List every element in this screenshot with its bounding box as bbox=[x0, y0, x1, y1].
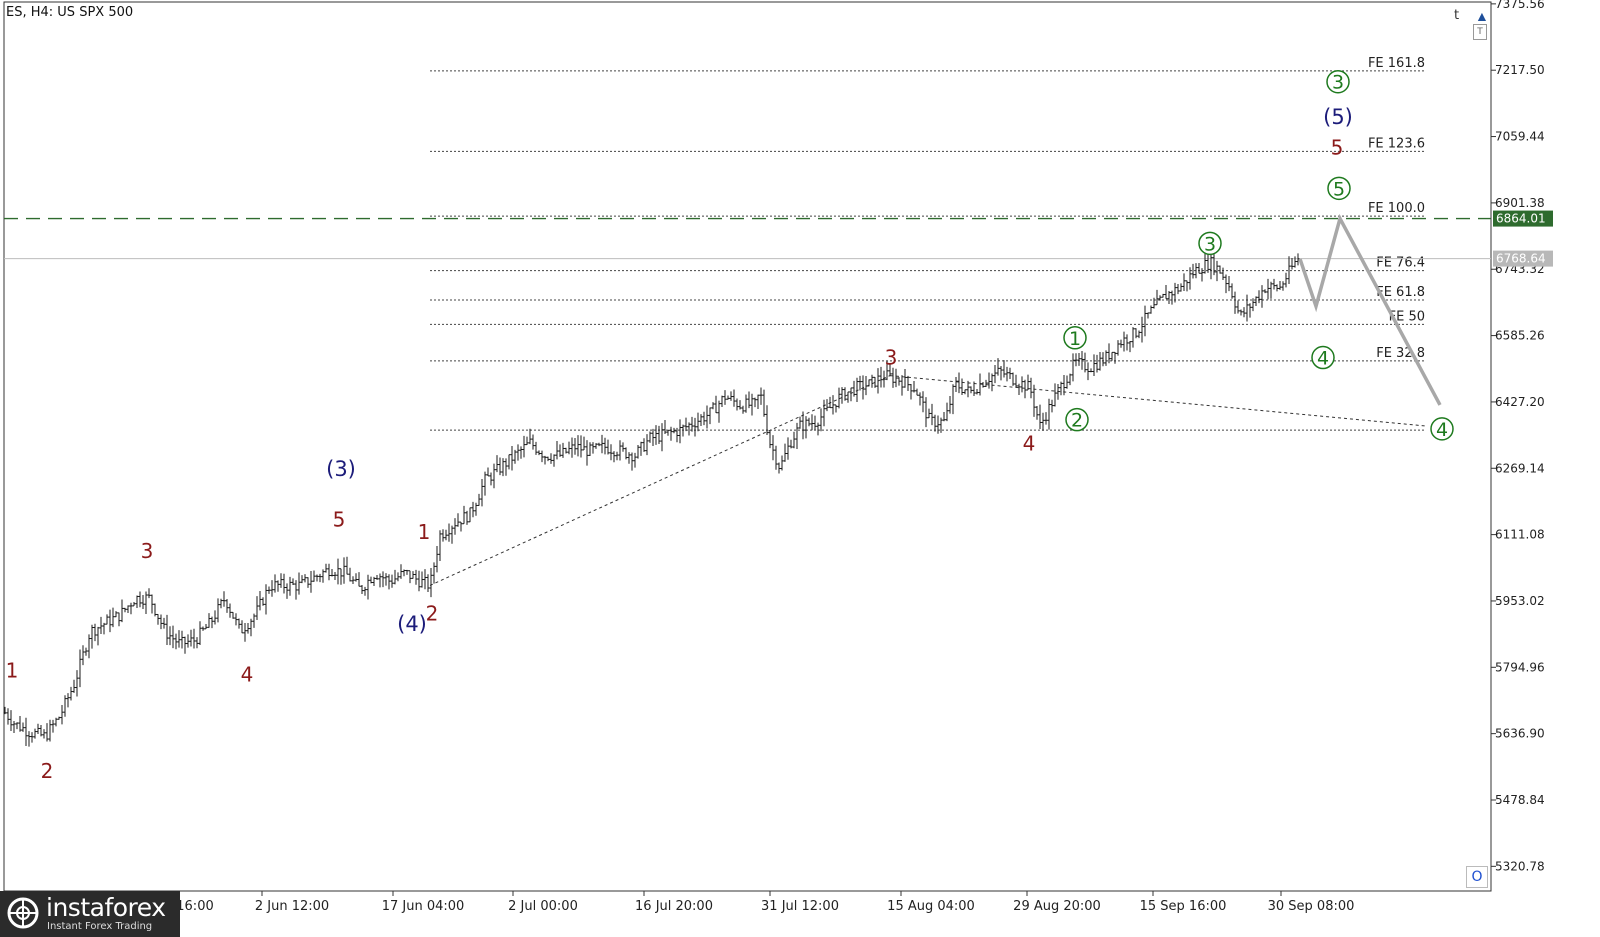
price-tick-label: 5636.90 bbox=[1495, 727, 1545, 741]
trade-flag-icon[interactable]: T bbox=[1473, 24, 1487, 40]
time-tick-label: 2 Jul 00:00 bbox=[508, 899, 578, 914]
price-tick-label: 6427.20 bbox=[1495, 395, 1545, 409]
logo-brand: instaforex bbox=[46, 893, 166, 922]
wave-label: 3 bbox=[1204, 233, 1216, 255]
price-tick-label: 6901.38 bbox=[1495, 196, 1545, 210]
wave-label: (4) bbox=[397, 612, 427, 636]
wave-label-circle bbox=[1065, 407, 1089, 432]
wave-label: 1 bbox=[418, 520, 431, 544]
price-tick-label: 5953.02 bbox=[1495, 594, 1545, 608]
time-tick-label: 16 Jul 20:00 bbox=[635, 899, 713, 914]
objects-button[interactable]: O bbox=[1466, 866, 1488, 888]
wave-channel-line bbox=[429, 375, 891, 586]
wave-label: 3 bbox=[141, 539, 154, 563]
fib-level-label: FE 76.4 bbox=[1376, 256, 1425, 271]
price-tick-label: 7059.44 bbox=[1495, 130, 1545, 144]
wave-label-circle bbox=[1430, 417, 1454, 441]
fib-level-label: FE 61.8 bbox=[1376, 285, 1425, 300]
wave-label: 5 bbox=[1331, 135, 1344, 159]
wave-label-circle bbox=[1326, 69, 1350, 94]
price-tick-label: 6269.14 bbox=[1495, 461, 1545, 475]
wave-channel-line bbox=[889, 375, 1426, 427]
price-tick-label: 6585.26 bbox=[1495, 329, 1545, 343]
fib-level-label: FE 123.6 bbox=[1368, 136, 1425, 151]
fib-level-label: FE 32.8 bbox=[1376, 346, 1425, 361]
globe-icon bbox=[7, 897, 39, 929]
price-tick-label: 6111.08 bbox=[1495, 528, 1545, 542]
wave-label: (3) bbox=[326, 457, 356, 481]
time-tick-label: 17 Jun 04:00 bbox=[382, 899, 465, 914]
wave-label: 2 bbox=[426, 602, 439, 626]
education-hat-icon[interactable]: ▲ bbox=[1475, 8, 1489, 24]
wave-label: 5 bbox=[1333, 178, 1345, 200]
time-tick-label: 29 Aug 20:00 bbox=[1013, 899, 1101, 914]
time-tick-label: 30 Sep 08:00 bbox=[1268, 899, 1355, 914]
price-tick-label: 5320.78 bbox=[1495, 859, 1545, 873]
price-tick-label: 7217.50 bbox=[1495, 63, 1545, 77]
price-tick-label: 5794.96 bbox=[1495, 660, 1545, 674]
current-price-label: 6768.64 bbox=[1496, 252, 1546, 266]
time-tick-label: 2 Jun 12:00 bbox=[255, 899, 329, 914]
chart-symbol-title: ES, H4: US SPX 500 bbox=[6, 5, 134, 20]
target-price-box bbox=[1493, 210, 1553, 227]
wave-label: 5 bbox=[333, 507, 346, 531]
logo-tagline: Instant Forex Trading bbox=[47, 921, 153, 932]
time-tick-label: 31 Jul 12:00 bbox=[761, 899, 839, 914]
wave-label: (5) bbox=[1323, 105, 1353, 129]
fib-level-label: FE 50 bbox=[1389, 309, 1425, 324]
wave-label: 4 bbox=[1436, 419, 1448, 441]
price-tick-label: 7375.56 bbox=[1495, 0, 1545, 11]
time-tick-label: 16:00 bbox=[176, 899, 213, 914]
time-tick-label: 15 Sep 16:00 bbox=[1140, 899, 1227, 914]
wave-label-circle bbox=[1311, 345, 1335, 370]
wave-label: 1 bbox=[1069, 328, 1081, 350]
target-price-label: 6864.01 bbox=[1496, 212, 1546, 226]
wave-label: 4 bbox=[1023, 432, 1036, 456]
current-price-box bbox=[1493, 250, 1553, 267]
fib-level-label: FE 161.8 bbox=[1368, 56, 1425, 71]
time-tick-label: 15 Aug 04:00 bbox=[887, 899, 975, 914]
wave-label: 2 bbox=[1071, 410, 1083, 432]
wave-label: 1 bbox=[6, 658, 19, 682]
fib-level-label: FE 100.0 bbox=[1368, 201, 1425, 216]
wave-label: 4 bbox=[241, 663, 254, 687]
plot-frame bbox=[3, 1, 1492, 892]
wave-label: 2 bbox=[41, 759, 54, 783]
forecast-projection-path bbox=[1298, 213, 1442, 406]
instaforex-logo: instaforex Instant Forex Trading bbox=[0, 891, 180, 937]
wave-label: 3 bbox=[1332, 72, 1344, 94]
wave-label-circle bbox=[1327, 176, 1351, 201]
wave-label-circle bbox=[1063, 326, 1087, 350]
wave-label-circle bbox=[1198, 231, 1222, 256]
price-tick-label: 5478.84 bbox=[1495, 793, 1545, 807]
corner-t-label: t bbox=[1454, 8, 1460, 23]
wave-label: 4 bbox=[1317, 348, 1329, 370]
wave-label: 3 bbox=[885, 346, 898, 370]
